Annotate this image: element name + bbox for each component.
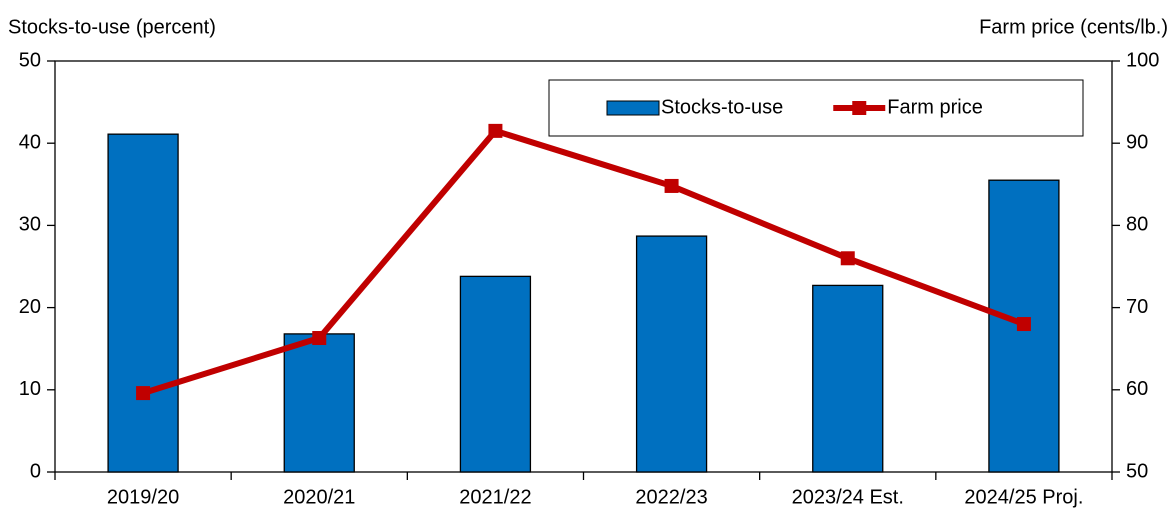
legend-marker <box>852 101 867 115</box>
line-marker <box>312 331 327 346</box>
legend-swatch <box>606 100 660 116</box>
x-tick-label: 2021/22 <box>459 486 531 508</box>
bar <box>283 333 355 473</box>
y-tick-label: 0 <box>30 460 41 482</box>
y2-tick-label: 60 <box>1126 378 1148 400</box>
line <box>142 127 1025 396</box>
x-tick-label: 2020/21 <box>283 486 355 508</box>
y2-axis-title: Farm price (cents/lb.) <box>979 16 1168 38</box>
bar <box>812 284 884 473</box>
x-tick-label: 2019/20 <box>107 486 179 508</box>
y2-tick-label: 90 <box>1126 131 1148 153</box>
legend-label: Stocks-to-use <box>661 96 783 118</box>
x-tick-label: 2022/23 <box>635 486 707 508</box>
x-tick-label: 2023/24 Est. <box>792 486 904 508</box>
line-marker <box>488 123 503 138</box>
y-tick-label: 40 <box>19 131 41 153</box>
line-marker <box>840 251 855 266</box>
y2-tick-label: 80 <box>1126 214 1148 236</box>
y2-tick-label: 70 <box>1126 296 1148 318</box>
bar <box>635 235 708 473</box>
y-tick-label: 30 <box>19 214 41 236</box>
bar <box>107 133 179 473</box>
y2-tick-label: 50 <box>1126 460 1148 482</box>
legend-label: Farm price <box>887 96 983 118</box>
y-tick-label: 20 <box>19 296 41 318</box>
y-tick-label: 50 <box>19 49 41 71</box>
y2-tick-label: 100 <box>1126 49 1159 71</box>
y-tick-label: 10 <box>19 378 41 400</box>
line-marker <box>136 386 151 401</box>
bar <box>459 275 532 473</box>
x-tick-label: 2024/25 Proj. <box>964 486 1083 508</box>
line-marker <box>664 178 679 193</box>
line-marker <box>1016 317 1031 332</box>
y-axis-title: Stocks-to-use (percent) <box>8 16 216 38</box>
